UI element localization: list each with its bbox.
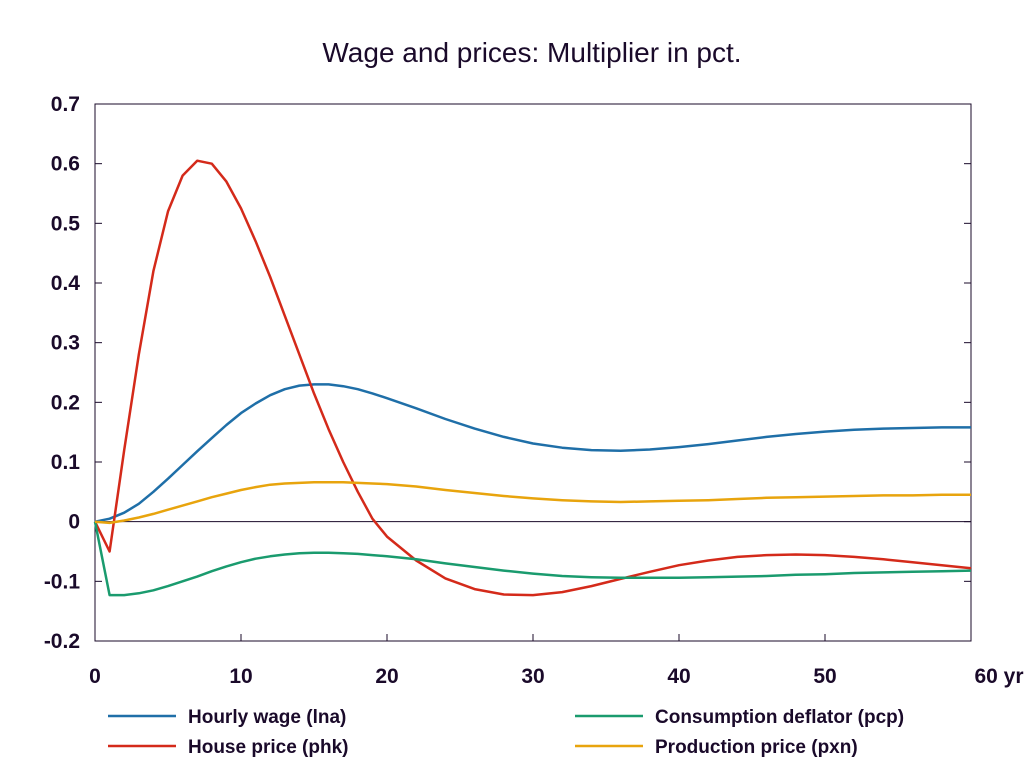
series-line-3 — [94, 481, 971, 525]
x-tick-label: 60 yr — [974, 665, 1023, 688]
x-tick-label: 30 — [521, 665, 544, 688]
y-tick-label: 0.6 — [51, 153, 80, 176]
legend-entry: Consumption deflator (pcp) — [575, 707, 904, 728]
legend-label: Consumption deflator (pcp) — [655, 707, 904, 728]
y-tick-label: 0.5 — [51, 212, 81, 235]
y-tick-label: 0.4 — [51, 272, 81, 295]
y-tick-label: 0.2 — [51, 391, 80, 414]
series-line-1 — [93, 159, 972, 597]
y-tick-label: 0.7 — [51, 93, 80, 116]
legend-entry: Production price (pxn) — [575, 737, 858, 758]
y-axis-labels: -0.2 -0.1 0 0.1 0.2 0.3 0.4 0.5 0.6 0.7 — [44, 93, 81, 653]
series-line-0 — [94, 383, 971, 523]
plot-frame — [94, 103, 972, 642]
y-tick-label: 0.1 — [51, 451, 81, 474]
legend: Hourly wage (lna) House price (phk) Consum… — [108, 707, 904, 758]
series-line-2 — [93, 521, 972, 597]
y-tick-label: -0.2 — [44, 630, 80, 653]
chart-title: Wage and prices: Multiplier in pct. — [322, 37, 741, 68]
legend-label: Hourly wage (lna) — [188, 707, 346, 728]
y-tick-label: -0.1 — [44, 570, 81, 593]
y-tick-label: 0.3 — [51, 332, 80, 355]
x-tick-label: 10 — [229, 665, 252, 688]
series-layer — [93, 159, 972, 597]
legend-entry: House price (phk) — [108, 737, 348, 758]
axis-ticks — [94, 103, 972, 642]
x-axis-labels: 0 10 20 30 40 50 60 yr — [89, 665, 1023, 688]
legend-label: House price (phk) — [188, 737, 348, 758]
x-tick-label: 20 — [375, 665, 398, 688]
legend-label: Production price (pxn) — [655, 737, 858, 758]
x-tick-label: 50 — [813, 665, 836, 688]
x-tick-label: 40 — [667, 665, 690, 688]
legend-entry: Hourly wage (lna) — [108, 707, 346, 728]
x-tick-label: 0 — [89, 665, 101, 688]
y-tick-label: 0 — [68, 511, 80, 534]
